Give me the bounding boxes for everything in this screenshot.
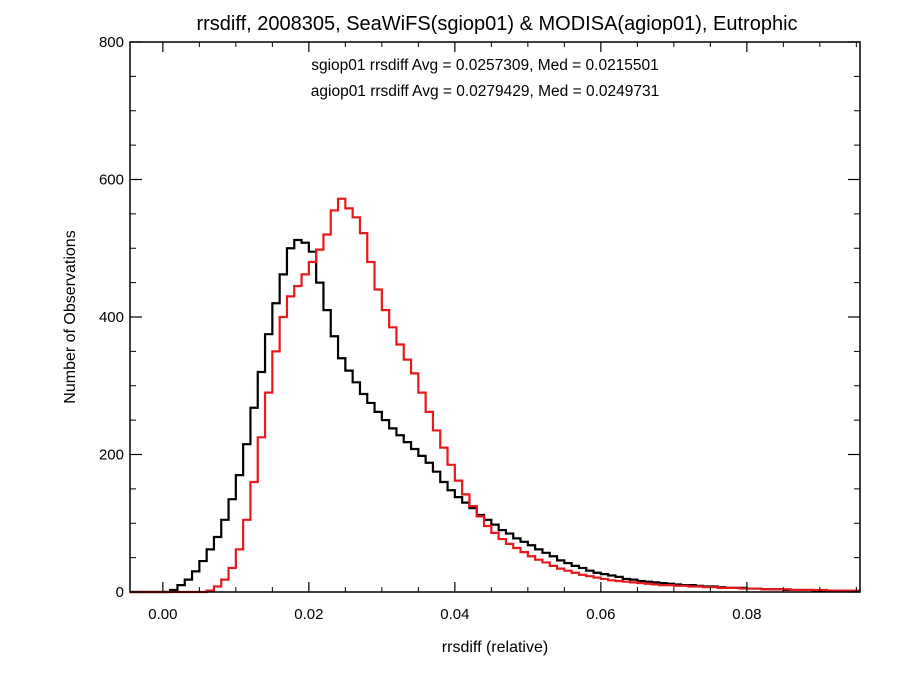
annotation-agiop01-stats: agiop01 rrsdiff Avg = 0.0279429, Med = 0… xyxy=(311,83,659,100)
annotation-sgiop01-stats: sgiop01 rrsdiff Avg = 0.0257309, Med = 0… xyxy=(311,57,659,74)
y-axis-label: Number of Observations xyxy=(62,230,79,403)
x-tick-label: 0.00 xyxy=(148,606,177,623)
x-tick-label: 0.06 xyxy=(586,606,615,623)
x-tick-label: 0.08 xyxy=(732,606,761,623)
y-tick-label: 0 xyxy=(116,584,124,601)
x-tick-label: 0.02 xyxy=(294,606,323,623)
plot-area-frame xyxy=(129,41,861,593)
y-tick-label: 800 xyxy=(99,34,124,51)
y-tick-label: 600 xyxy=(99,172,124,189)
series-line-1 xyxy=(130,197,860,594)
tick-layer: 0.00 0.02 0.04 0.06 0.08 0 200 400 600 800 xyxy=(99,34,860,623)
x-axis-label: rrsdiff (relative) xyxy=(442,639,548,656)
x-tick-label: 0.04 xyxy=(440,606,469,623)
series-layer xyxy=(130,197,860,594)
y-tick-label: 200 xyxy=(99,447,124,464)
chart-title: rrsdiff, 2008305, SeaWiFS(sgiop01) & MOD… xyxy=(196,13,797,35)
y-tick-label: 400 xyxy=(99,309,124,326)
